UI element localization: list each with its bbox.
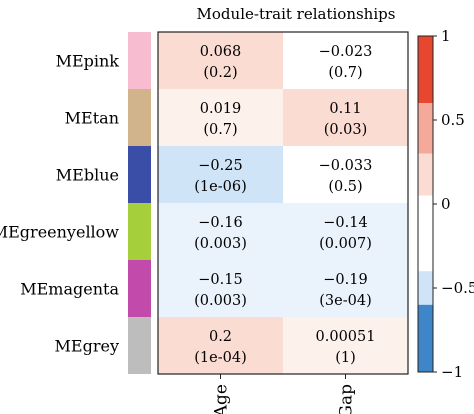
colorbar-segment	[418, 36, 433, 104]
colorbar-tick-label: 1	[441, 27, 451, 45]
module-color-swatch	[128, 203, 151, 260]
row-label: MEpink	[56, 52, 120, 71]
module-color-swatch	[128, 89, 151, 146]
chart-title: Module-trait relationships	[197, 5, 396, 23]
colorbar-tick-label: 0.5	[441, 111, 465, 129]
correlation-label: −0.19	[323, 272, 367, 288]
colorbar-segment	[418, 271, 433, 305]
colorbar-segment	[418, 195, 433, 213]
p-value-label: (0.2)	[203, 65, 237, 81]
heatmap-cell	[158, 203, 283, 260]
colorbar-tick-label: −0.5	[441, 279, 474, 297]
heatmap-cell	[158, 317, 283, 374]
colorbar-segment	[418, 103, 433, 154]
correlation-label: −0.16	[198, 215, 242, 231]
correlation-label: 0.2	[209, 329, 232, 345]
p-value-label: (1e-06)	[194, 179, 246, 195]
p-value-label: (1e-04)	[194, 350, 246, 366]
x-axis-label: Gap	[337, 384, 357, 414]
colorbar-segment	[418, 304, 433, 372]
correlation-label: −0.14	[323, 215, 367, 231]
p-value-label: (3e-04)	[319, 293, 371, 309]
correlation-label: 0.11	[329, 101, 361, 117]
p-value-label: (0.7)	[203, 122, 237, 138]
correlation-label: −0.023	[319, 44, 373, 60]
colorbar-segment	[418, 153, 433, 196]
p-value-label: (0.5)	[328, 179, 362, 195]
correlation-label: 0.00051	[316, 329, 376, 345]
p-value-label: (0.7)	[328, 65, 362, 81]
row-label: MEblue	[56, 166, 119, 185]
module-color-swatch	[128, 260, 151, 317]
x-axis-label: Age	[212, 384, 232, 414]
correlation-label: −0.15	[198, 272, 242, 288]
correlation-label: 0.068	[200, 44, 242, 60]
heatmap-cell	[283, 317, 408, 374]
colorbar-segment	[418, 212, 433, 272]
row-label: MEgrey	[55, 337, 119, 356]
heatmap-cell	[158, 146, 283, 203]
correlation-label: 0.019	[200, 101, 242, 117]
heatmap-cell	[158, 260, 283, 317]
heatmap-cell	[158, 32, 283, 89]
p-value-label: (0.007)	[319, 236, 372, 252]
correlation-label: −0.033	[319, 158, 373, 174]
p-value-label: (0.003)	[194, 293, 247, 309]
correlation-label: −0.25	[198, 158, 242, 174]
heatmap-cell	[283, 260, 408, 317]
heatmap-cell	[283, 89, 408, 146]
module-color-swatch	[128, 32, 151, 89]
p-value-label: (0.003)	[194, 236, 247, 252]
module-color-swatch	[128, 146, 151, 203]
row-label: MEtan	[65, 109, 119, 128]
heatmap-cell	[283, 146, 408, 203]
colorbar-tick-label: −1	[441, 363, 463, 381]
module-color-swatch	[128, 317, 151, 374]
p-value-label: (0.03)	[324, 122, 368, 138]
heatmap-border	[157, 31, 409, 375]
row-label: MEgreenyellow	[0, 223, 119, 242]
colorbar-tick-label: 0	[441, 195, 451, 213]
heatmap-cell	[158, 89, 283, 146]
row-label: MEmagenta	[20, 280, 119, 299]
p-value-label: (1)	[335, 350, 356, 366]
heatmap-cell	[283, 32, 408, 89]
heatmap-cell	[283, 203, 408, 260]
